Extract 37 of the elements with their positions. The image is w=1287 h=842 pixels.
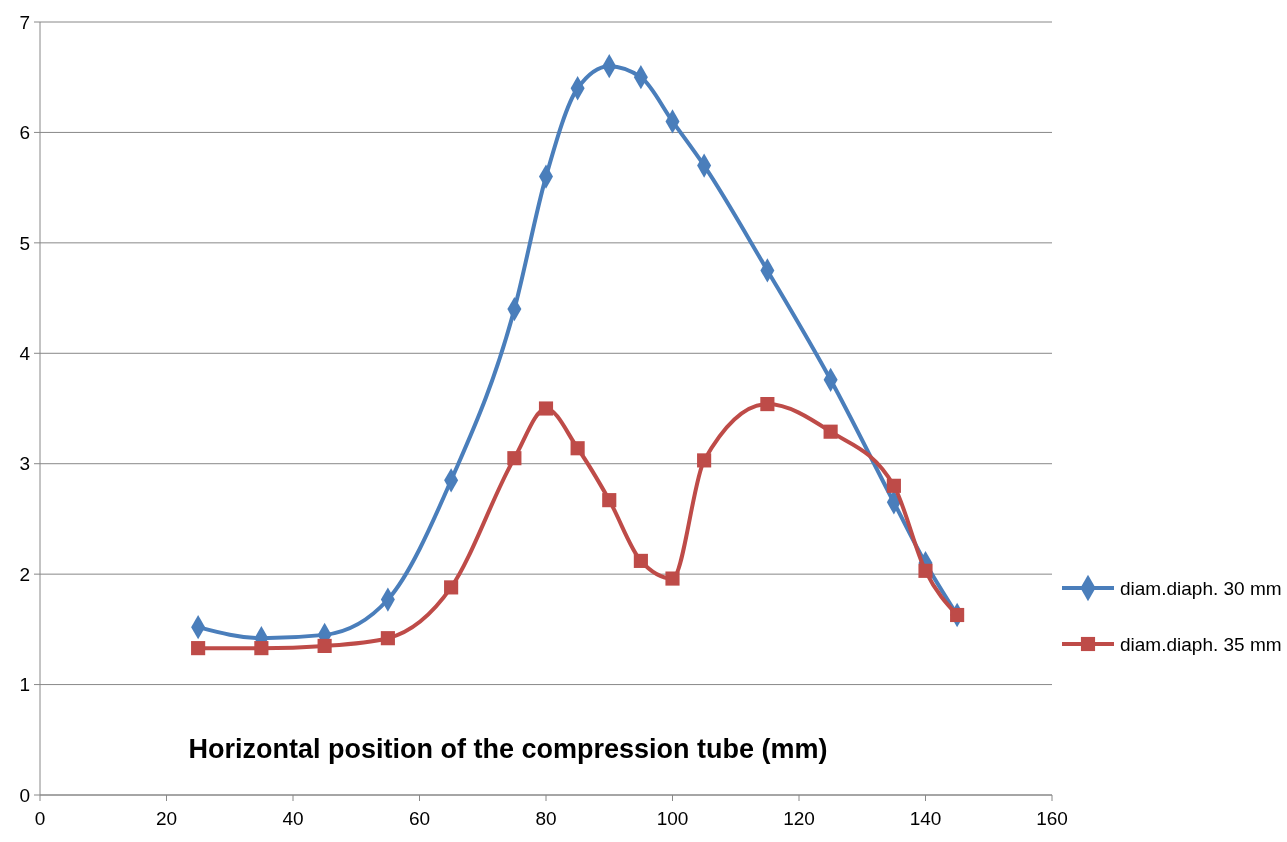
legend-label: diam.diaph. 35 mm	[1120, 633, 1282, 655]
point	[570, 441, 585, 456]
y-tick-label: 7	[19, 11, 30, 33]
point	[380, 631, 395, 646]
point	[760, 397, 775, 412]
point	[697, 453, 712, 468]
point	[886, 478, 901, 493]
point	[444, 580, 459, 595]
point	[538, 401, 554, 416]
y-tick-label: 2	[19, 563, 30, 585]
x-tick-label: 40	[282, 808, 304, 829]
point	[317, 638, 332, 653]
x-tick-label: 100	[656, 808, 689, 829]
y-tick-label: 4	[19, 342, 31, 364]
x-tick-label: 80	[535, 808, 557, 829]
x-axis-title: Horizontal position of the compression tube (mm)	[188, 734, 828, 764]
point	[254, 641, 269, 656]
point	[665, 571, 680, 586]
point	[918, 563, 933, 578]
y-tick-label: 0	[19, 784, 30, 806]
x-tick-label: 0	[34, 808, 46, 829]
point	[633, 553, 648, 568]
y-tick-label: 5	[19, 232, 30, 254]
y-tick-label: 1	[19, 674, 30, 696]
x-tick-label: 20	[155, 808, 178, 829]
point	[507, 451, 522, 466]
point	[823, 424, 838, 439]
point	[602, 493, 617, 508]
x-tick-label: 120	[783, 808, 815, 829]
y-tick-label: 6	[19, 122, 30, 144]
y-tick-label: 3	[19, 453, 30, 475]
point	[191, 641, 206, 656]
x-tick-label: 160	[1036, 808, 1068, 829]
x-tick-label: 140	[909, 808, 942, 829]
point	[950, 607, 965, 623]
legend-label: diam.diaph. 30 mm	[1120, 577, 1282, 599]
x-tick-label: 60	[408, 808, 431, 829]
